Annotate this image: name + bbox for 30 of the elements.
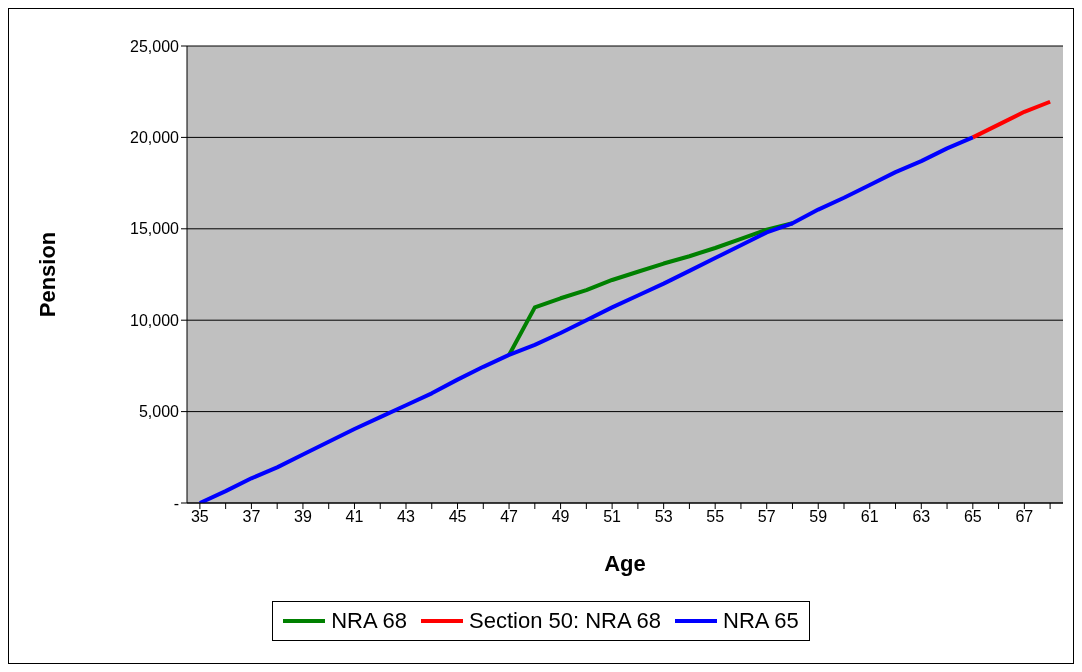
x-tick-label: 47 xyxy=(500,508,519,526)
legend-label: NRA 65 xyxy=(723,608,799,634)
x-tick-label: 51 xyxy=(603,508,622,526)
x-tick-label: 57 xyxy=(757,508,776,526)
y-tick-label: 15,000 xyxy=(130,220,180,238)
x-tick-label: 53 xyxy=(654,508,673,526)
line-series xyxy=(970,99,1053,140)
x-tick-label: 63 xyxy=(912,508,931,526)
x-tick-label: 35 xyxy=(190,508,209,526)
x-tick-label: 49 xyxy=(551,508,570,526)
x-tick-label: 67 xyxy=(1015,508,1034,526)
y-tick-label: 5,000 xyxy=(138,403,180,421)
legend-label: Section 50: NRA 68 xyxy=(468,608,661,634)
line-series xyxy=(197,135,975,503)
y-tick-label: 20,000 xyxy=(130,129,180,147)
x-tick-label: 59 xyxy=(809,508,828,526)
x-axis-title: Age xyxy=(604,550,646,576)
legend-label: NRA 68 xyxy=(331,608,407,634)
y-tick-label: 10,000 xyxy=(130,311,180,329)
x-tick-label: 65 xyxy=(963,508,982,526)
x-tick-label: 39 xyxy=(294,508,312,526)
y-tick-label: 25,000 xyxy=(130,37,180,55)
x-tick-label: 41 xyxy=(345,508,364,526)
x-tick-label: 43 xyxy=(397,508,415,526)
x-tick-label: 37 xyxy=(242,508,261,526)
x-tick-label: 61 xyxy=(860,508,879,526)
x-tick-label: 45 xyxy=(448,508,467,526)
y-tick-label: - xyxy=(173,494,179,512)
y-axis-title: Pension xyxy=(34,231,60,318)
x-tick-label: 55 xyxy=(706,508,725,526)
